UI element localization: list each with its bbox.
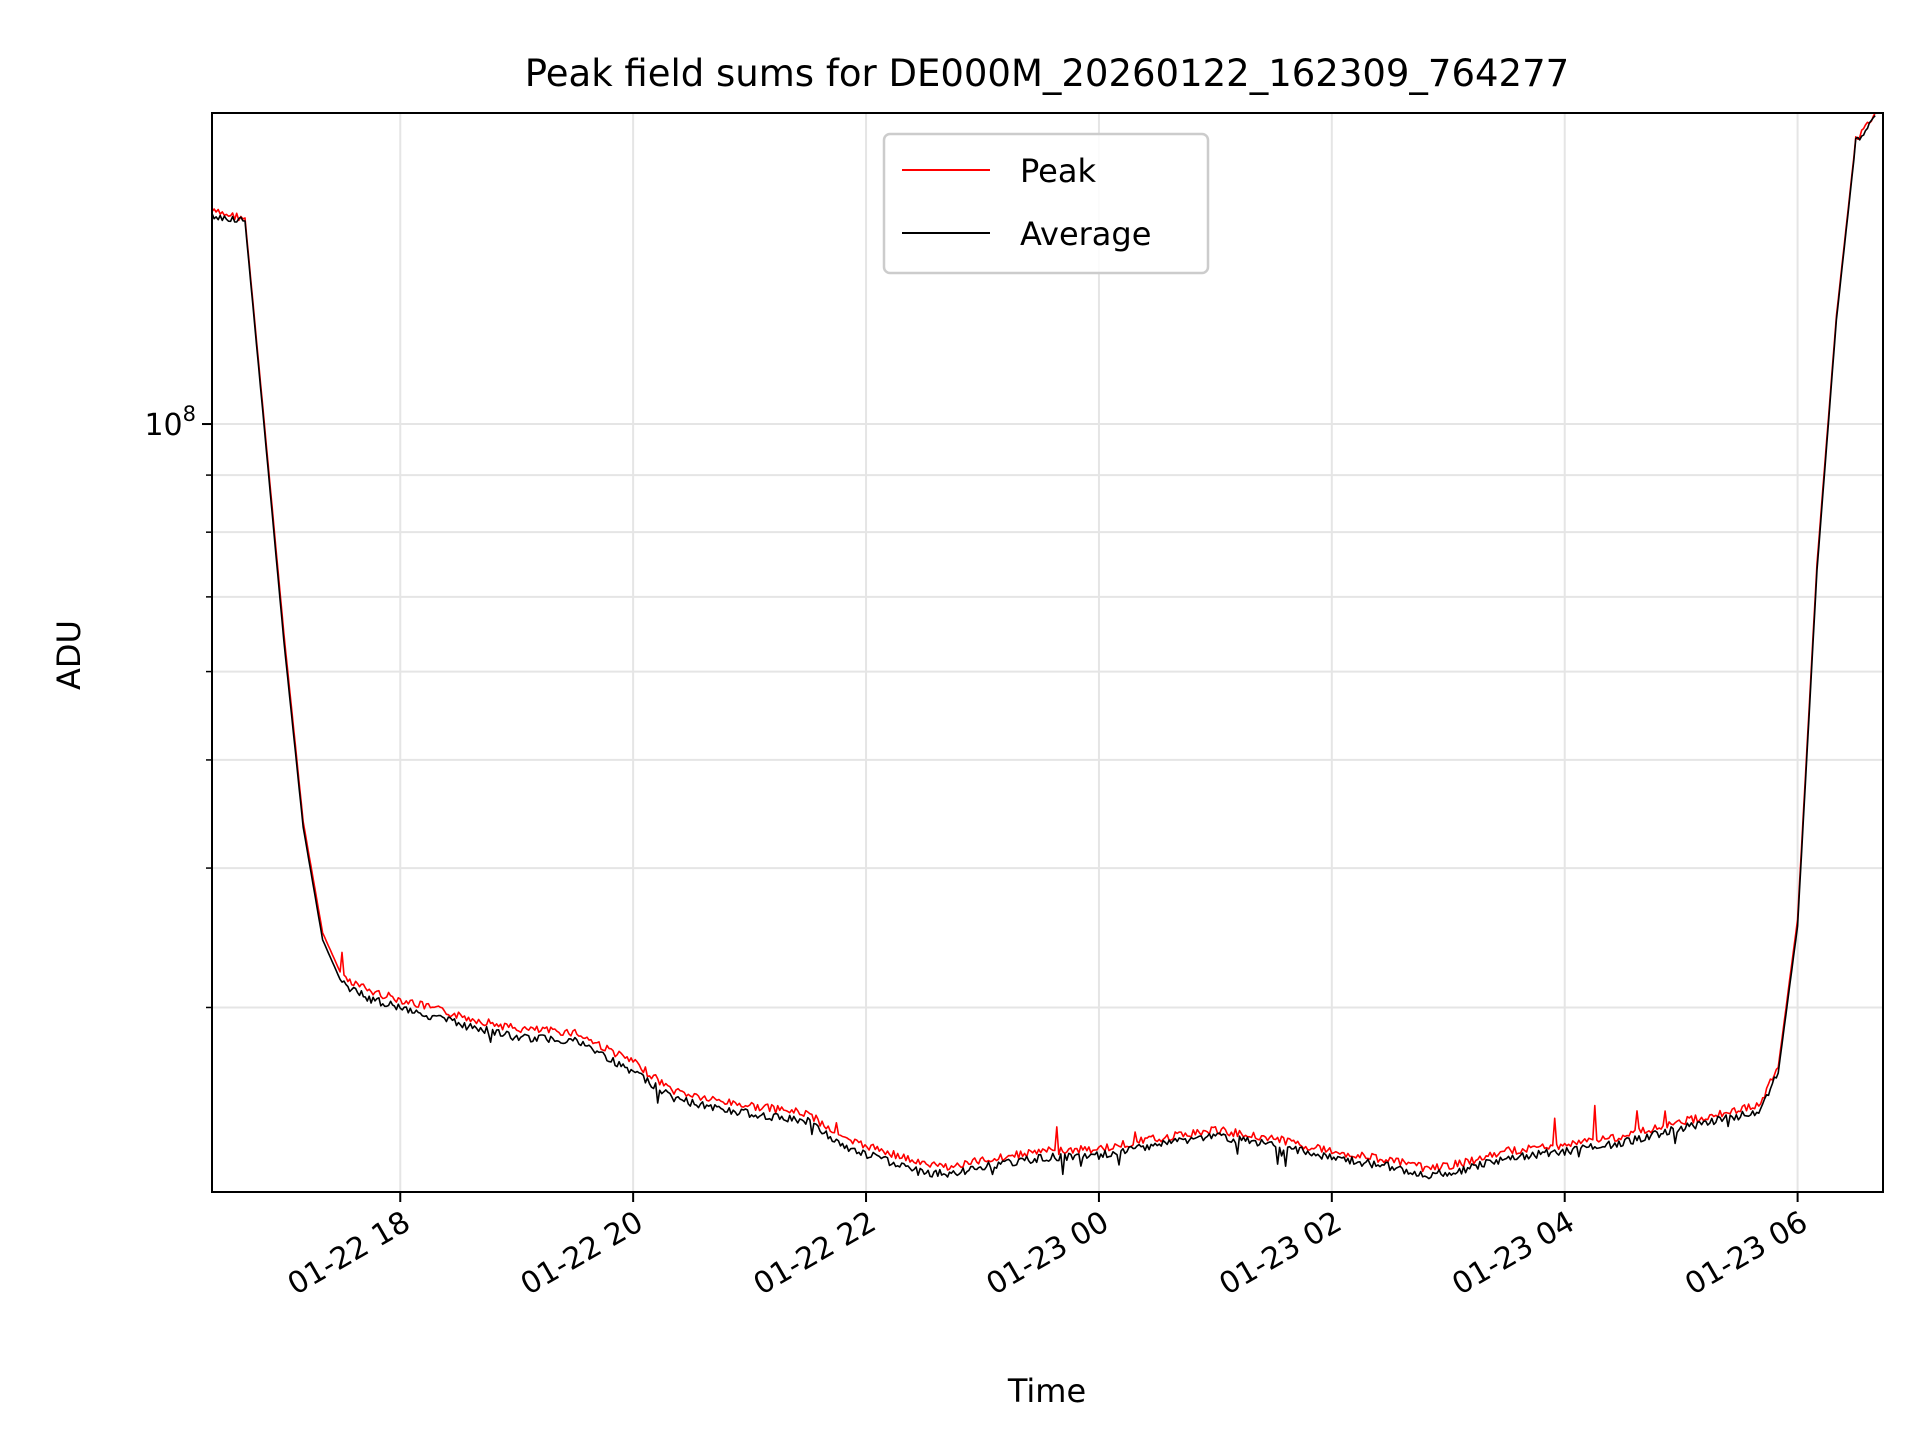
x-axis-label: Time [1007, 1372, 1086, 1410]
chart-title: Peak field sums for DE000M_20260122_1623… [525, 52, 1569, 95]
legend-peak-label: Peak [1020, 152, 1096, 190]
series-line-average [211, 115, 1876, 1180]
plot-frame [211, 112, 1884, 1193]
legend: Peak Average [882, 132, 1210, 275]
y-tick-label: 108 [144, 402, 196, 443]
legend-box [882, 132, 1210, 275]
y-axis-label: ADU [50, 620, 88, 690]
grid [212, 113, 1883, 1192]
series-line-peak [211, 112, 1876, 1173]
series-group [211, 112, 1876, 1180]
legend-average-label: Average [1020, 215, 1151, 253]
